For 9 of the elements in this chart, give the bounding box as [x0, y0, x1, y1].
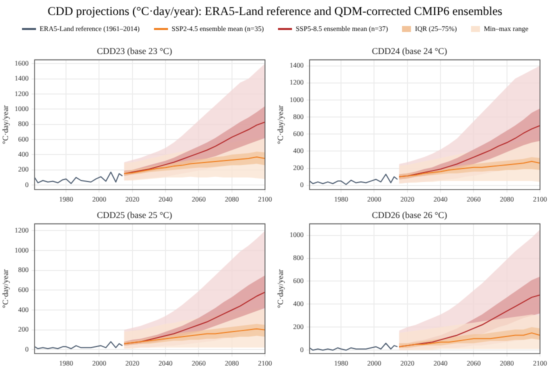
chart-title: CDD23 (base 23 °C) [96, 46, 172, 56]
y-axis-title: °C·day/year [0, 105, 10, 144]
chart-title: CDD26 (base 26 °C) [372, 210, 448, 220]
y-axis-title: °C·day/year [0, 269, 10, 308]
y-axis-title: °C·day/year [276, 105, 285, 144]
chart-title: CDD25 (base 25 °C) [96, 210, 172, 220]
text: CDD projections (°C·day/year): ERA5-Land reference and QDM-corrected CMIP6 ensembles [46, 4, 504, 19]
chart-title: CDD24 (base 24 °C) [372, 46, 448, 56]
y-axis-title: °C·day/year [276, 269, 285, 308]
